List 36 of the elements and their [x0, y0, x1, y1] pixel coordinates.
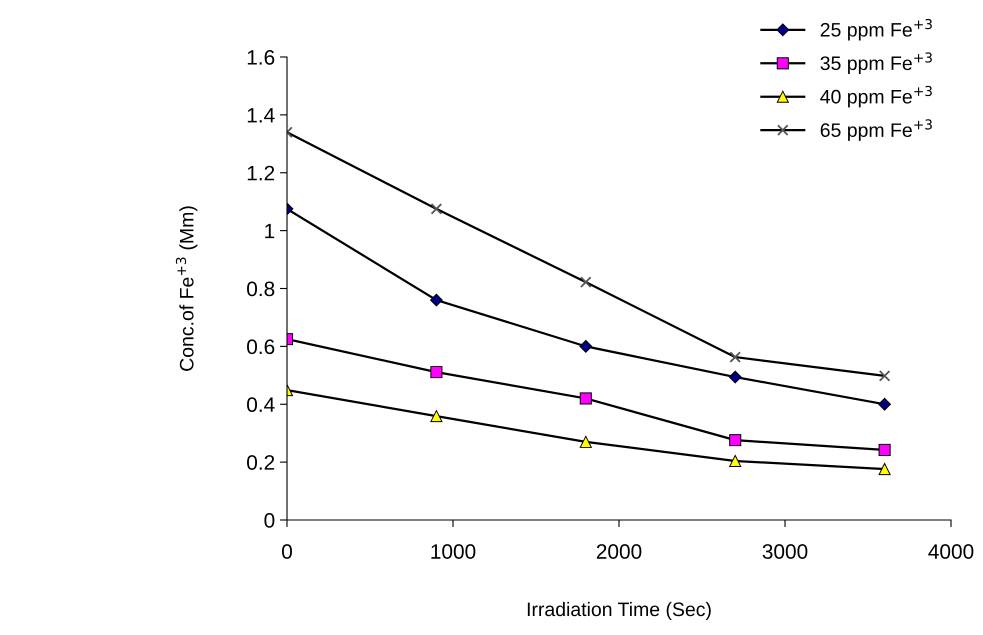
x-tick-label: 1000: [431, 544, 476, 559]
y-tick-label: 0.8: [247, 282, 274, 296]
y-tick-label: 0.2: [247, 455, 274, 470]
point: [729, 454, 742, 468]
y-axis-title: Conc.of Fe$^{+3}$ (Mm): [176, 206, 198, 371]
y-tick-label: 1.6: [248, 50, 274, 65]
point: [579, 340, 592, 353]
point: [729, 351, 741, 363]
y-tick-label: 0: [264, 513, 274, 528]
point: [878, 370, 890, 382]
point: [878, 444, 891, 456]
point: [728, 370, 742, 384]
point: [729, 434, 742, 446]
point: [430, 366, 442, 378]
point: [580, 276, 592, 288]
legend-label: 40 ppm Fe$^{+3}$: [820, 86, 932, 108]
x-tick-label: 2000: [596, 544, 642, 559]
legend-label: 25 ppm Fe$^{+3}$: [820, 18, 932, 41]
point: [430, 203, 442, 215]
y-tick-label: 1.2: [248, 166, 274, 180]
x-tick-label: 0: [282, 544, 292, 559]
point: [430, 410, 442, 422]
legend-label: 65 ppm Fe$^{+3}$: [820, 119, 932, 141]
y-tick-label: 0.6: [247, 339, 274, 354]
point: [580, 436, 592, 448]
legend-label: 35 ppm Fe$^{+3}$: [820, 52, 932, 74]
point: [878, 463, 891, 476]
y-tick-label: 1: [265, 224, 274, 238]
x-tick-label: 3000: [762, 544, 808, 559]
point: [878, 398, 891, 411]
y-tick-label: 0.4: [247, 397, 275, 412]
y-tick-label: 1.4: [248, 108, 275, 122]
point: [430, 294, 443, 306]
x-axis-title: Irradiation Time (Sec): [528, 602, 711, 620]
x-tick-label: 4000: [928, 544, 974, 559]
point: [580, 392, 592, 405]
